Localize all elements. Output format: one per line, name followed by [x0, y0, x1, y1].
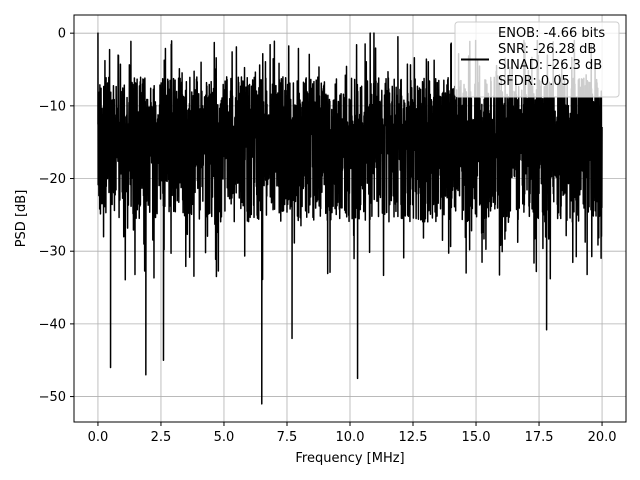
legend-entry-sfdr: SFDR: 0.05 [498, 74, 570, 89]
x-tick-label: 12.5 [399, 430, 428, 445]
y-tick-label: −50 [39, 390, 66, 405]
y-tick-label: −10 [39, 99, 66, 114]
y-tick-label: −30 [39, 245, 66, 260]
x-tick-label: 7.5 [277, 430, 298, 445]
legend-box [454, 21, 620, 98]
y-tick-label: 0 [58, 27, 66, 42]
psd-series-line [97, 32, 603, 405]
legend-entry-snr: SNR: -26.28 dB [498, 42, 596, 57]
x-tick-label: 0.0 [88, 430, 109, 445]
plot-area [97, 32, 603, 405]
legend: ENOB: -4.66 bits SNR: -26.28 dB SINAD: -… [454, 21, 620, 98]
x-tick-label: 5.0 [214, 430, 235, 445]
legend-entry-sinad: SINAD: -26.3 dB [498, 58, 602, 73]
y-axis-label: PSD [dB] [14, 190, 29, 248]
y-axis-ticks: 0 −10 −20 −30 −40 −50 [39, 27, 74, 405]
x-axis-label: Frequency [MHz] [295, 451, 404, 466]
x-tick-label: 20.0 [588, 430, 617, 445]
x-axis-ticks: 0.0 2.5 5.0 7.5 10.0 12.5 15.0 17.5 20.0 [88, 422, 617, 445]
x-tick-label: 2.5 [151, 430, 172, 445]
y-tick-label: −40 [39, 317, 66, 332]
legend-entry-enob: ENOB: -4.66 bits [498, 26, 605, 41]
x-tick-label: 17.5 [525, 430, 554, 445]
x-tick-label: 15.0 [462, 430, 491, 445]
y-tick-label: −20 [39, 172, 66, 187]
x-tick-label: 10.0 [336, 430, 365, 445]
